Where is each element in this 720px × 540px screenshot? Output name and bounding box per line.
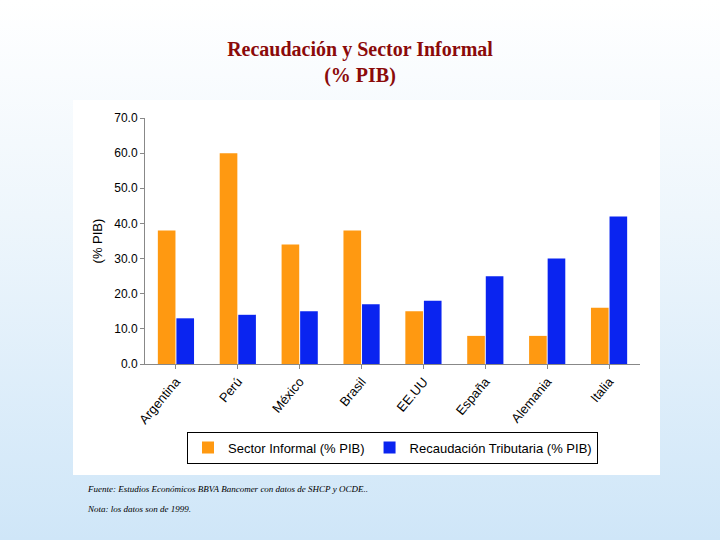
svg-text:10.0: 10.0	[114, 322, 138, 336]
svg-text:30.0: 30.0	[114, 252, 138, 266]
html-text:Fuente: Estudios Económicos BB: Fuente: Estudios Económicos BBVA Bancome…	[88, 484, 368, 494]
svg-text:40.0: 40.0	[114, 217, 138, 231]
svg-text:Brasil: Brasil	[336, 374, 368, 409]
svg-text:Perú: Perú	[216, 375, 245, 406]
html-text:Nota: los datos son de 1999.: Nota: los datos son de 1999.	[88, 504, 191, 514]
html-text:(% PIB): (% PIB)	[324, 64, 396, 86]
svg-text:Sector Informal (% PIB): Sector Informal (% PIB)	[228, 441, 365, 456]
svg-text:México: México	[269, 375, 307, 416]
svg-text:50.0: 50.0	[114, 181, 138, 195]
svg-text:Alemania: Alemania	[508, 374, 555, 426]
svg-text:Argentina: Argentina	[136, 374, 184, 427]
svg-text:(% PIB): (% PIB)	[90, 219, 105, 264]
svg-text:0.0: 0.0	[121, 357, 138, 371]
svg-text:60.0: 60.0	[114, 146, 138, 160]
svg-text:Recaudación Tributaria (% PIB): Recaudación Tributaria (% PIB)	[410, 441, 592, 456]
svg-text:EE.UU: EE.UU	[394, 375, 431, 415]
svg-text:70.0: 70.0	[114, 111, 138, 125]
svg-text:20.0: 20.0	[114, 287, 138, 301]
html-text:Recaudación y Sector Informal: Recaudación y Sector Informal	[227, 38, 493, 60]
svg-text:España: España	[453, 374, 493, 418]
svg-text:Italia: Italia	[587, 374, 617, 405]
